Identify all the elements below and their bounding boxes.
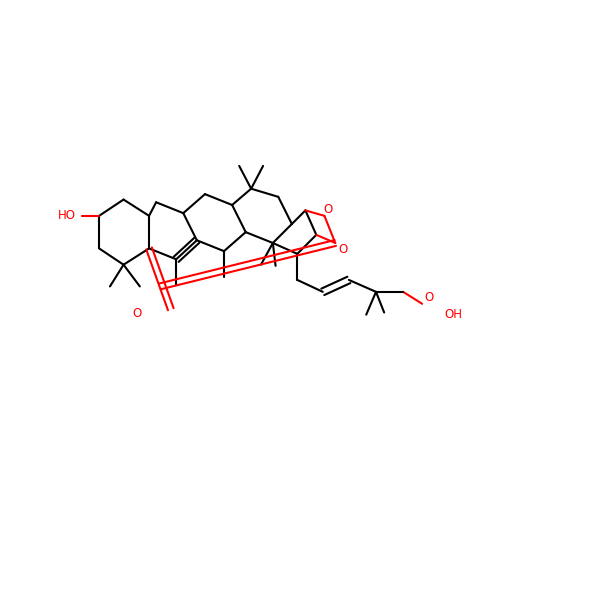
Text: OH: OH xyxy=(444,308,462,321)
Text: O: O xyxy=(425,291,434,304)
Text: O: O xyxy=(323,203,333,216)
Text: O: O xyxy=(133,307,142,320)
Text: HO: HO xyxy=(58,209,76,223)
Text: O: O xyxy=(339,243,348,256)
